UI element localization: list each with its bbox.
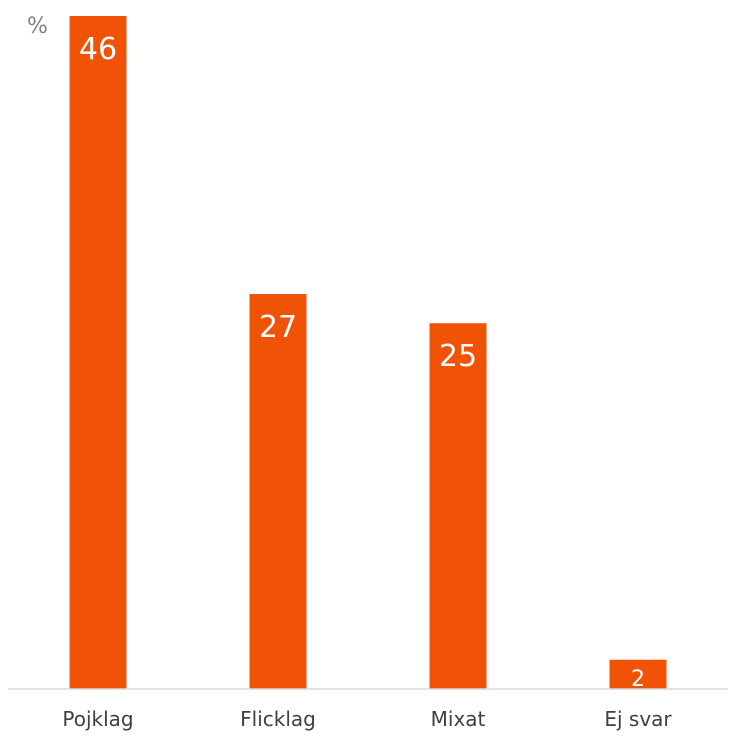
bar-pojklag — [69, 16, 127, 689]
unit-label: % — [27, 14, 48, 39]
data-label-ej-svar: 2 — [631, 667, 645, 692]
x-tick-label-pojklag: Pojklag — [62, 707, 133, 731]
bar-ej-svar — [609, 659, 667, 689]
x-tick-label-ej-svar: Ej svar — [604, 707, 672, 731]
data-label-mixat: 25 — [439, 339, 477, 374]
x-tick-label-flicklag: Flicklag — [240, 707, 316, 731]
bar-mixat — [429, 323, 487, 689]
bar-flicklag — [249, 293, 307, 689]
x-tick-label-mixat: Mixat — [431, 707, 486, 731]
data-label-flicklag: 27 — [259, 310, 297, 345]
data-label-pojklag: 46 — [79, 32, 117, 67]
bars-layer: 46 27 25 2 — [69, 16, 667, 692]
x-tick-labels: Pojklag Flicklag Mixat Ej svar — [62, 707, 672, 731]
